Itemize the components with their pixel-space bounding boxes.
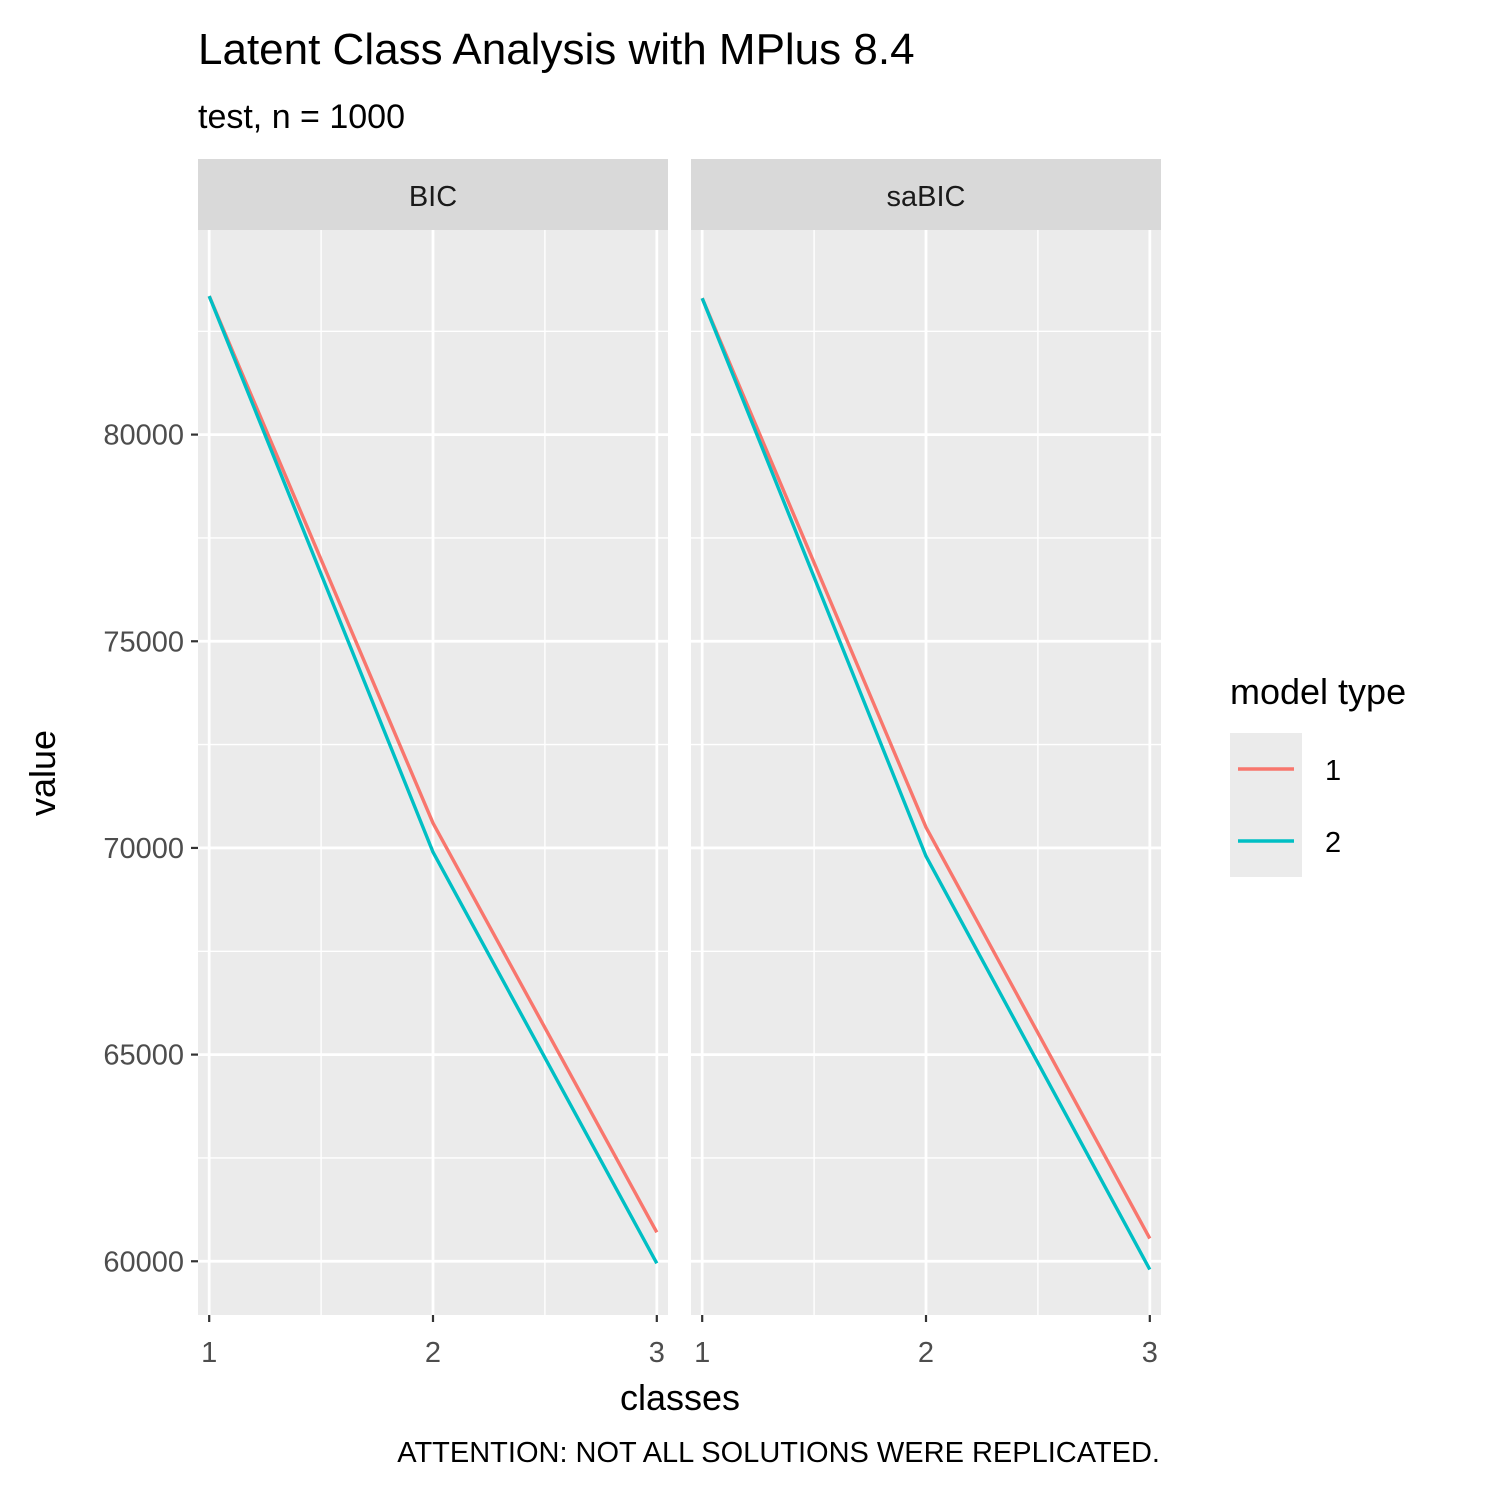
y-tick-label: 75000 xyxy=(103,626,184,658)
x-tick-label: 1 xyxy=(201,1337,217,1369)
chart-caption: ATTENTION: NOT ALL SOLUTIONS WERE REPLIC… xyxy=(397,1437,1160,1469)
legend: model type 1 2 xyxy=(1230,671,1406,877)
x-tick-label: 3 xyxy=(649,1337,665,1369)
chart-subtitle: test, n = 1000 xyxy=(198,98,405,136)
facet-strip xyxy=(691,159,1161,230)
facet-panel: BIC 1 2 3 xyxy=(198,159,668,1369)
y-tick-label: 80000 xyxy=(103,420,184,452)
x-axis-title: classes xyxy=(620,1377,740,1418)
legend-label-2: 2 xyxy=(1325,827,1341,859)
legend-label-1: 1 xyxy=(1325,755,1341,787)
facet-strip-label: BIC xyxy=(409,181,457,213)
x-tick-label: 1 xyxy=(694,1337,710,1369)
legend-keys-background xyxy=(1230,733,1302,877)
y-axis: 60000 65000 70000 75000 80000 xyxy=(103,420,198,1278)
facet-panel: saBIC 1 2 3 xyxy=(691,159,1161,1369)
y-tick-label: 65000 xyxy=(103,1040,184,1072)
series-line-2 xyxy=(207,295,659,1265)
series-line-2 xyxy=(700,297,1152,1271)
y-tick-label: 70000 xyxy=(103,833,184,865)
facet-strip-label: saBIC xyxy=(887,181,966,213)
x-tick-label: 2 xyxy=(918,1337,934,1369)
series-line-1 xyxy=(207,295,659,1234)
chart-title: Latent Class Analysis with MPlus 8.4 xyxy=(198,25,915,74)
legend-title: model type xyxy=(1230,671,1406,712)
facet-panels: BIC 1 2 3 saBIC 1 2 3 xyxy=(198,159,1161,1369)
facet-strip xyxy=(198,159,668,230)
series-line-1 xyxy=(700,297,1152,1240)
x-tick-label: 2 xyxy=(425,1337,441,1369)
y-axis-title: value xyxy=(22,730,63,816)
x-tick-label: 3 xyxy=(1142,1337,1158,1369)
y-tick-label: 60000 xyxy=(103,1246,184,1278)
